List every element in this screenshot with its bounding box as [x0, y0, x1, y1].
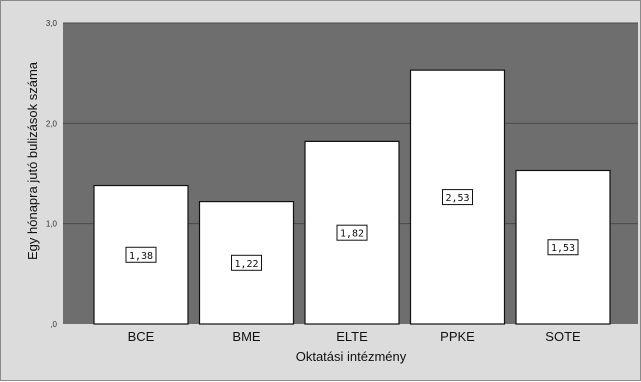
y-tick-label: 2,0 — [46, 119, 58, 128]
bars — [93, 69, 611, 325]
y-tick-label: ,0 — [50, 320, 57, 329]
data-labels: 1,38 1,22 1,82 2,53 1,53 — [125, 189, 579, 271]
x-category-label: SOTE — [545, 329, 581, 344]
x-category-label: ELTE — [336, 329, 368, 344]
x-category-labels: BCE BME ELTE PPKE SOTE — [128, 329, 581, 344]
x-category-label: BCE — [128, 329, 155, 344]
data-label: 1,82 — [340, 229, 364, 240]
y-tick-label: 1,0 — [46, 220, 58, 229]
y-axis-title: Egy hónapra jutó bulizások száma — [25, 61, 40, 260]
x-category-label: PPKE — [440, 329, 475, 344]
x-axis-title: Oktatási intézmény — [296, 349, 407, 364]
y-tick-labels: ,0 1,0 2,0 3,0 — [46, 19, 58, 329]
data-label-box — [547, 239, 579, 256]
data-label: 1,22 — [234, 259, 258, 270]
y-tick-label: 3,0 — [46, 19, 58, 28]
data-label-box — [336, 224, 368, 241]
x-category-label: BME — [232, 329, 261, 344]
data-label: 1,53 — [551, 243, 575, 254]
data-label-box — [231, 254, 262, 271]
data-label: 1,38 — [129, 251, 153, 262]
bar-bce — [93, 184, 189, 325]
data-label-box — [442, 189, 473, 206]
data-label: 2,53 — [445, 193, 469, 204]
data-label-box — [125, 246, 157, 263]
